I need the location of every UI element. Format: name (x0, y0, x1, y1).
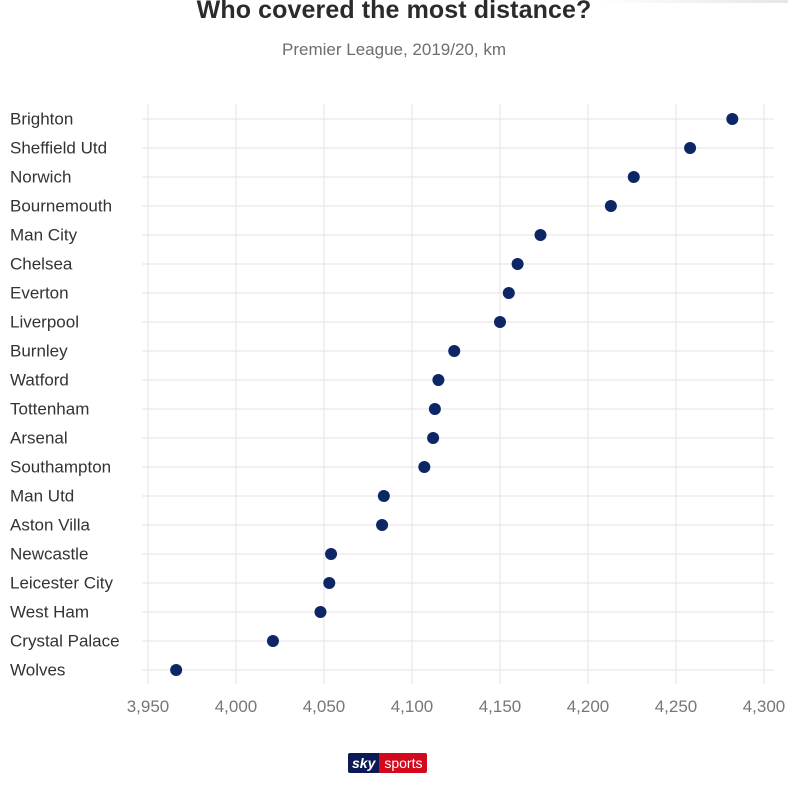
data-point (494, 316, 506, 328)
team-label: Burnley (10, 342, 68, 361)
x-tick-label: 4,000 (215, 697, 258, 716)
team-label: West Ham (10, 603, 89, 622)
data-point (448, 345, 461, 357)
data-point (418, 461, 431, 473)
x-tick-label: 4,050 (303, 697, 346, 716)
data-point (432, 374, 445, 386)
data-point (427, 432, 440, 444)
chart-title: Who covered the most distance? (196, 0, 592, 24)
sky-sports-logo: sky sports (348, 753, 428, 773)
logo-sky-text: sky (348, 753, 380, 773)
team-label: Man Utd (10, 487, 74, 506)
team-label: Liverpool (10, 313, 79, 332)
x-tick-label: 4,250 (655, 697, 698, 716)
data-point (376, 519, 389, 531)
team-label: Everton (10, 284, 69, 303)
team-label: Leicester City (10, 574, 113, 593)
x-tick-label: 4,150 (479, 697, 522, 716)
team-label: Tottenham (10, 400, 89, 419)
data-point (511, 258, 524, 270)
team-label: Southampton (10, 458, 111, 477)
x-tick-label: 4,100 (391, 697, 434, 716)
team-label: Arsenal (10, 429, 68, 448)
data-point (726, 113, 739, 125)
data-point (502, 287, 515, 299)
team-label: Chelsea (10, 255, 73, 274)
data-point (627, 171, 640, 183)
data-point (266, 635, 279, 647)
data-point (604, 200, 617, 212)
team-label: Crystal Palace (10, 632, 120, 651)
team-label: Man City (10, 226, 78, 245)
team-label: Newcastle (10, 545, 88, 564)
top-rule (594, 0, 788, 3)
x-tick-label: 4,300 (743, 697, 786, 716)
team-label: Sheffield Utd (10, 139, 107, 158)
data-point (428, 403, 441, 415)
data-point (684, 142, 697, 154)
team-label: Bournemouth (10, 197, 112, 216)
data-point (323, 577, 336, 589)
data-point (534, 229, 547, 241)
team-label: Watford (10, 371, 69, 390)
team-label: Aston Villa (10, 516, 91, 535)
logo-sports-text: sports (379, 753, 428, 773)
data-point (314, 606, 327, 618)
x-tick-label: 4,200 (567, 697, 610, 716)
x-tick-label: 3,950 (127, 697, 170, 716)
team-label: Wolves (10, 661, 65, 680)
chart-subtitle: Premier League, 2019/20, km (282, 40, 506, 59)
team-label: Brighton (10, 110, 73, 129)
team-label: Norwich (10, 168, 71, 187)
data-point (325, 548, 338, 560)
data-point (377, 490, 390, 502)
data-point (170, 664, 183, 676)
